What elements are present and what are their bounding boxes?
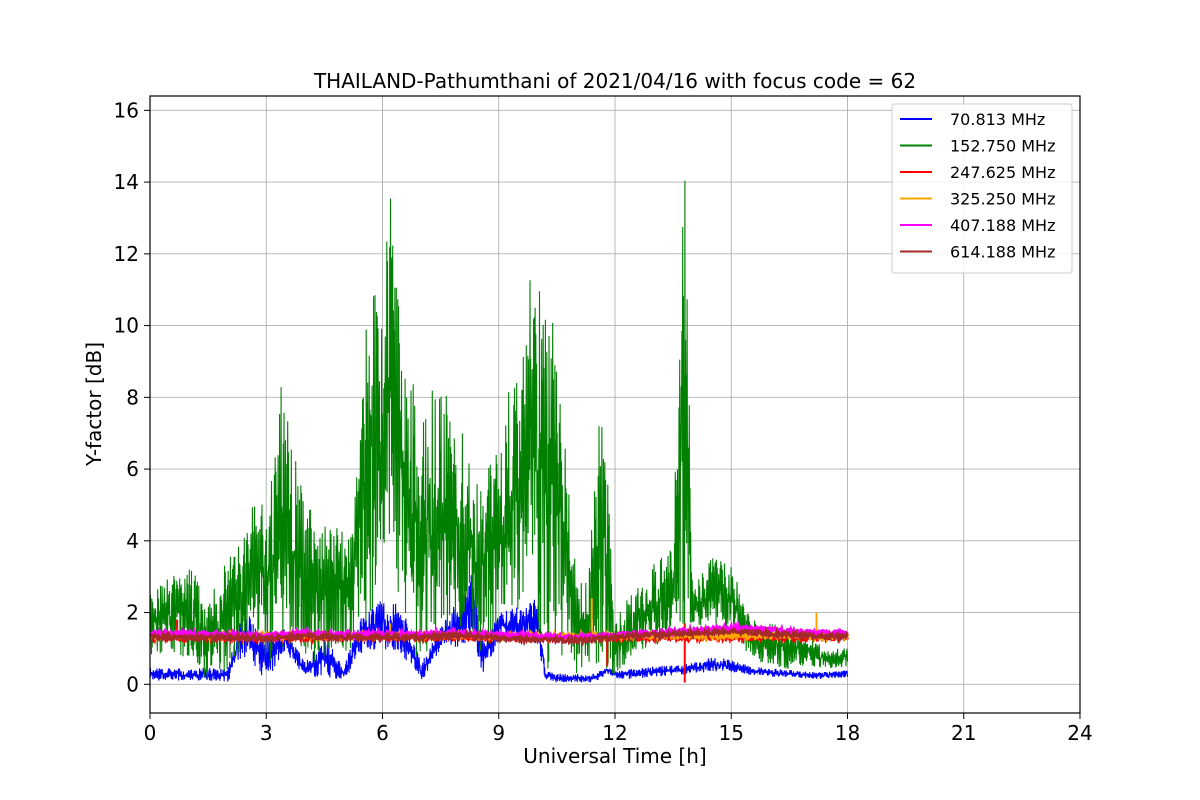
y-tick-label: 6 [126, 457, 139, 481]
x-tick-label: 12 [602, 721, 627, 745]
legend-entry: 152.750 MHz [950, 137, 1055, 156]
x-tick-label: 0 [144, 721, 157, 745]
x-tick-label: 9 [492, 721, 505, 745]
series-5 [150, 625, 849, 647]
legend: 70.813 MHz 152.750 MHz 247.625 MHz 325.250 … [891, 103, 1073, 274]
y-tick-label: 8 [126, 385, 139, 409]
y-tick-label: 16 [114, 98, 139, 122]
y-tick-label: 0 [126, 672, 139, 696]
y-axis-label: Y-factor [dB] [82, 342, 106, 467]
legend-entry: 70.813 MHz [950, 110, 1045, 129]
legend-entry: 407.188 MHz [950, 216, 1055, 235]
x-tick-label: 18 [835, 721, 860, 745]
y-tick-label: 10 [114, 314, 139, 338]
y-tick-label: 14 [114, 170, 139, 194]
x-tick-label: 6 [376, 721, 389, 745]
legend-entry: 614.188 MHz [950, 243, 1055, 262]
y-tick-label: 2 [126, 601, 139, 625]
legend-box [891, 103, 1073, 274]
chart-title: THAILAND-Pathumthani of 2021/04/16 with … [313, 69, 916, 93]
series-layer [150, 180, 849, 683]
y-tick-label: 12 [114, 242, 139, 266]
x-tick-label: 15 [719, 721, 744, 745]
legend-entry: 247.625 MHz [950, 163, 1055, 182]
x-axis-label: Universal Time [h] [523, 744, 706, 768]
x-tick-label: 21 [951, 721, 976, 745]
series-line [150, 625, 849, 647]
y-tick-label: 4 [126, 529, 139, 553]
series-line [150, 180, 849, 680]
x-tick-label: 3 [260, 721, 273, 745]
legend-entry: 325.250 MHz [950, 190, 1055, 209]
x-tick-label: 24 [1067, 721, 1092, 745]
series-1 [150, 180, 849, 680]
